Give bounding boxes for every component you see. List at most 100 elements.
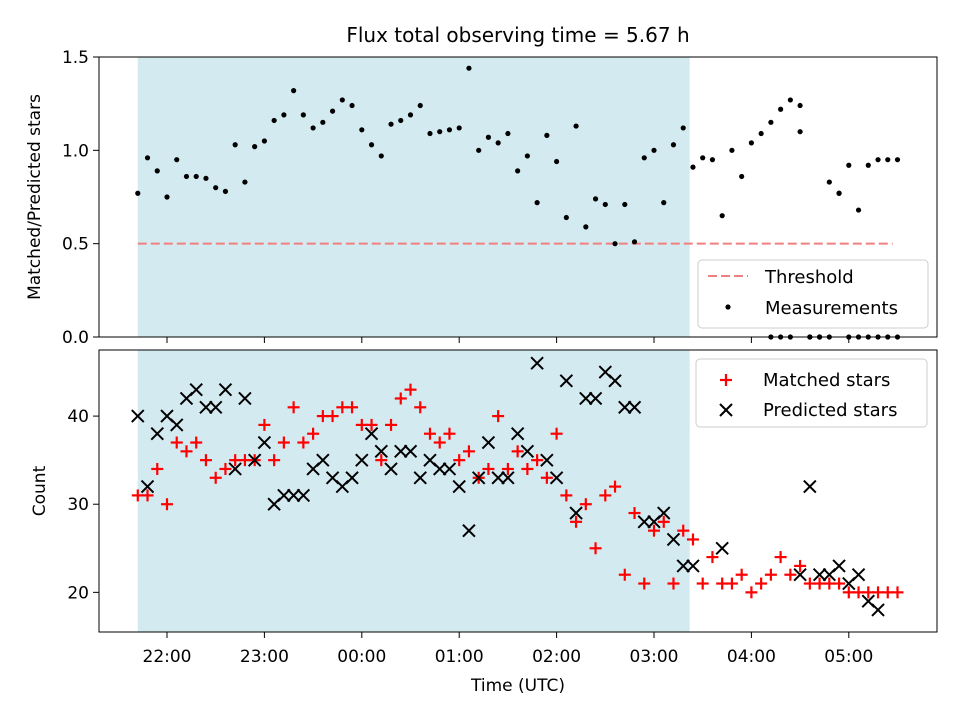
measurement-point (281, 112, 287, 118)
top-legend-box (697, 259, 929, 329)
predicted-star-point (413, 471, 427, 485)
measurement-point (855, 207, 862, 213)
predicted-star-point (520, 444, 535, 459)
measurement-point (670, 142, 677, 148)
measurement-point (836, 190, 842, 196)
matched-star-point (414, 401, 427, 414)
measurement-point (466, 65, 472, 71)
y-tick-label: 40 (67, 407, 89, 427)
measurement-point (495, 140, 501, 146)
matched-star-point (657, 515, 670, 528)
matched-star-point (443, 427, 456, 440)
matched-star-point (190, 436, 203, 449)
matched-star-point (677, 524, 690, 537)
measurement-point (622, 201, 628, 208)
matched-star-point (423, 427, 436, 440)
matched-star-point (540, 471, 553, 484)
matched-star-point (453, 454, 466, 467)
matched-star-point (638, 577, 651, 590)
x-axis-label: Time (UTC) (470, 676, 565, 696)
measurement-point (144, 155, 151, 161)
matched-star-point (151, 462, 164, 475)
measurement-point (515, 168, 521, 174)
matched-star-point (531, 454, 544, 467)
predicted-star-point (296, 488, 311, 503)
predicted-star-point (569, 506, 583, 520)
measurement-point (680, 125, 686, 131)
measurement-point (378, 153, 384, 159)
chart-title: Flux total observing time = 5.67 h (346, 23, 689, 47)
matched-star-point (462, 445, 475, 458)
measurement-point (359, 127, 365, 133)
predicted-star-point (442, 462, 457, 476)
measurement-point (203, 175, 209, 181)
measurement-point (320, 119, 326, 125)
measurement-point (748, 140, 755, 146)
matched-star-point (755, 577, 768, 590)
measurement-point (573, 123, 579, 129)
x-tick-label: 03:00 (630, 647, 679, 667)
measurement-point (164, 194, 170, 200)
matched-star-point (764, 568, 777, 581)
predicted-star-point (812, 568, 827, 582)
x-tick-label: 01:00 (435, 647, 484, 667)
predicted-star-point (384, 462, 398, 476)
top-y-axis-label: Matched/Predicted stars (25, 94, 45, 300)
predicted-star-point (618, 400, 632, 414)
measurement-point (739, 173, 745, 180)
measurement-point (271, 117, 277, 124)
measurement-point (865, 162, 871, 168)
matched-star-point (570, 515, 583, 528)
matched-star-point (365, 418, 378, 431)
predicted-star-point (637, 515, 651, 529)
measurement-point (797, 102, 803, 109)
predicted-star-point (364, 427, 379, 441)
y-tick-label: 30 (67, 495, 89, 515)
predicted-star-point (433, 462, 447, 476)
predicted-star-point (530, 356, 544, 370)
measurement-point (135, 190, 141, 196)
y-tick-label: 20 (67, 583, 89, 603)
matched-star-point (686, 533, 699, 546)
matched-star-point (550, 427, 563, 440)
predicted-star-point (851, 568, 866, 582)
measurement-point (300, 112, 306, 118)
top-panel: 0.0 0.5 1.0 1.5 Matched/Predicted stars Thr… (25, 48, 938, 348)
predicted-star-point (140, 479, 155, 494)
predicted-star-point (501, 471, 515, 485)
predicted-star-point (277, 488, 291, 503)
matched-star-point (209, 471, 222, 484)
predicted-star-point (355, 453, 369, 467)
predicted-star-point (228, 462, 242, 476)
matched-star-point (667, 577, 680, 590)
measurement-point (174, 157, 180, 163)
bottom-axes-frame (98, 349, 938, 633)
measurement-point (398, 117, 404, 124)
measurement-point (826, 179, 832, 185)
bottom-y-axis-label: Count (30, 465, 50, 516)
measurement-point (631, 239, 638, 245)
legend-measurements-label: Measurements (765, 298, 898, 319)
matched-star-point (492, 410, 505, 423)
matched-star-point (482, 462, 495, 475)
matched-star-point (307, 427, 320, 440)
x-tick-label: 02:00 (532, 647, 581, 667)
measurement-point (456, 125, 462, 131)
predicted-star-point (608, 374, 622, 388)
matched-star-point (589, 542, 602, 555)
measurement-point (719, 213, 725, 219)
measurement-point (329, 108, 336, 114)
matched-star-point (521, 462, 534, 475)
measurement-point (787, 97, 793, 103)
matched-star-point (394, 392, 407, 405)
measurement-point (388, 121, 394, 127)
predicted-star-point (286, 488, 301, 503)
predicted-star-point (871, 603, 885, 617)
predicted-star-point (247, 453, 262, 467)
x-tick-label: 05:00 (824, 647, 873, 667)
measurement-point (407, 112, 414, 118)
predicted-star-point (579, 391, 593, 406)
measurement-point (709, 157, 716, 163)
matched-star-point (268, 454, 281, 467)
